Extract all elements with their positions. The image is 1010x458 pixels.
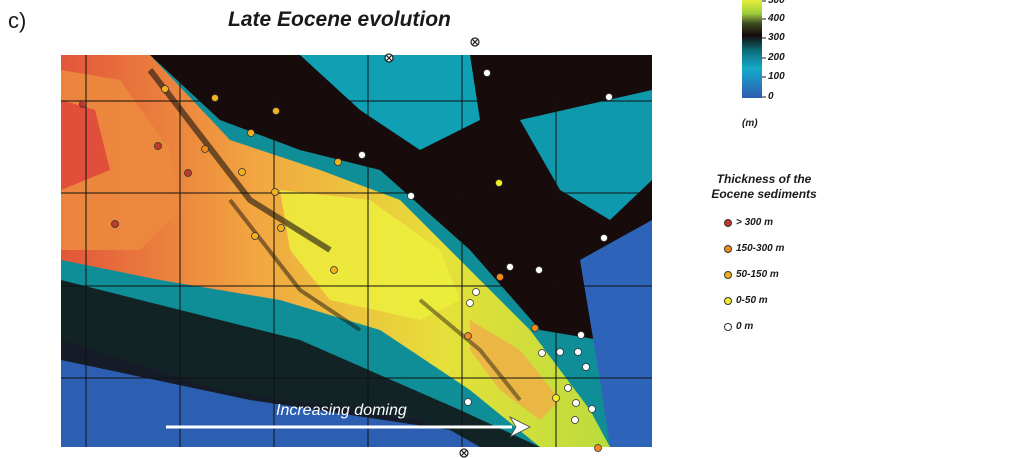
legend-label: 150-300 m [736, 243, 785, 254]
well-dot-0 [571, 416, 579, 424]
well-dot-50-150 [271, 188, 279, 196]
scale-ticks [762, 0, 766, 98]
legend-title-line: Eocene sediments [711, 187, 817, 201]
scale-tick-label: 100 [768, 71, 785, 82]
well-dot-150-300 [531, 324, 539, 332]
scale-tick-label: 0 [768, 91, 774, 102]
well-dot-50-150 [161, 85, 169, 93]
well-dot-over-300 [184, 169, 192, 177]
well-dot-over-300 [154, 142, 162, 150]
well-dot-over-300 [111, 220, 119, 228]
legend-label: 50-150 m [736, 269, 779, 280]
well-dot-150-300 [464, 332, 472, 340]
cross-circle-icon [459, 448, 469, 458]
well-dot-50-150 [251, 232, 259, 240]
well-dot-0 [407, 192, 415, 200]
well-dot-0 [464, 398, 472, 406]
map-title: Late Eocene evolution [228, 8, 451, 31]
well-dot-0-50 [495, 179, 503, 187]
well-dot-0 [556, 348, 564, 356]
well-dot-0 [466, 299, 474, 307]
legend-swatch [724, 218, 732, 227]
scale-unit: (m) [742, 118, 758, 129]
well-dot-0 [506, 263, 514, 271]
scale-tick-label: 500 [768, 0, 785, 6]
legend-title-line: Thickness of the [716, 172, 812, 186]
legend-label: > 300 m [736, 217, 773, 228]
well-dot-0 [577, 331, 585, 339]
map-grid [61, 55, 652, 447]
well-markers [79, 69, 613, 452]
well-dot-50-150 [247, 129, 255, 137]
well-dot-50-150 [330, 266, 338, 274]
legend-swatch [724, 322, 732, 331]
well-dot-150-300 [201, 145, 209, 153]
well-dot-50-150 [272, 107, 280, 115]
legend-item: 150-300 m [724, 243, 784, 254]
well-dot-0 [564, 384, 572, 392]
elevation-map [61, 55, 652, 447]
legend-title: Thickness of the Eocene sediments [694, 172, 834, 202]
scale-tick-label: 400 [768, 13, 785, 24]
cross-circle-icon [470, 37, 480, 47]
well-dot-0 [483, 69, 491, 77]
legend-swatch [724, 244, 732, 253]
cross-circle-icon [384, 53, 394, 63]
legend-item: 0-50 m [724, 295, 768, 306]
well-dot-50-150 [334, 158, 342, 166]
well-dot-0 [538, 349, 546, 357]
legend-item: 0 m [724, 321, 753, 332]
well-dot-0 [605, 93, 613, 101]
legend-label: 0-50 m [736, 295, 768, 306]
well-dot-0 [472, 288, 480, 296]
doming-arrow [166, 416, 531, 438]
well-dot-0 [358, 151, 366, 159]
well-dot-0 [535, 266, 543, 274]
legend-swatch [724, 296, 732, 305]
panel-letter: c) [8, 8, 27, 33]
legend-label: 0 m [736, 321, 754, 332]
scale-tick-label: 200 [768, 52, 785, 63]
well-dot-50-150 [211, 94, 219, 102]
well-dot-50-150 [277, 224, 285, 232]
well-dot-50-150 [238, 168, 246, 176]
legend-item: > 300 m [724, 217, 773, 228]
well-dot-150-300 [496, 273, 504, 281]
legend-item: 50-150 m [724, 269, 779, 280]
well-dot-0 [588, 405, 596, 413]
elevation-color-scale [742, 0, 762, 98]
well-dot-0 [582, 363, 590, 371]
well-dot-0 [600, 234, 608, 242]
well-dot-0 [572, 399, 580, 407]
scale-tick-label: 300 [768, 32, 785, 43]
well-dot-over-300 [79, 100, 87, 108]
well-dot-0-50 [552, 394, 560, 402]
doming-arrow-label: Increasing doming [276, 402, 407, 419]
well-dot-150-300 [594, 444, 602, 452]
legend-swatch [724, 270, 732, 279]
well-dot-0 [574, 348, 582, 356]
